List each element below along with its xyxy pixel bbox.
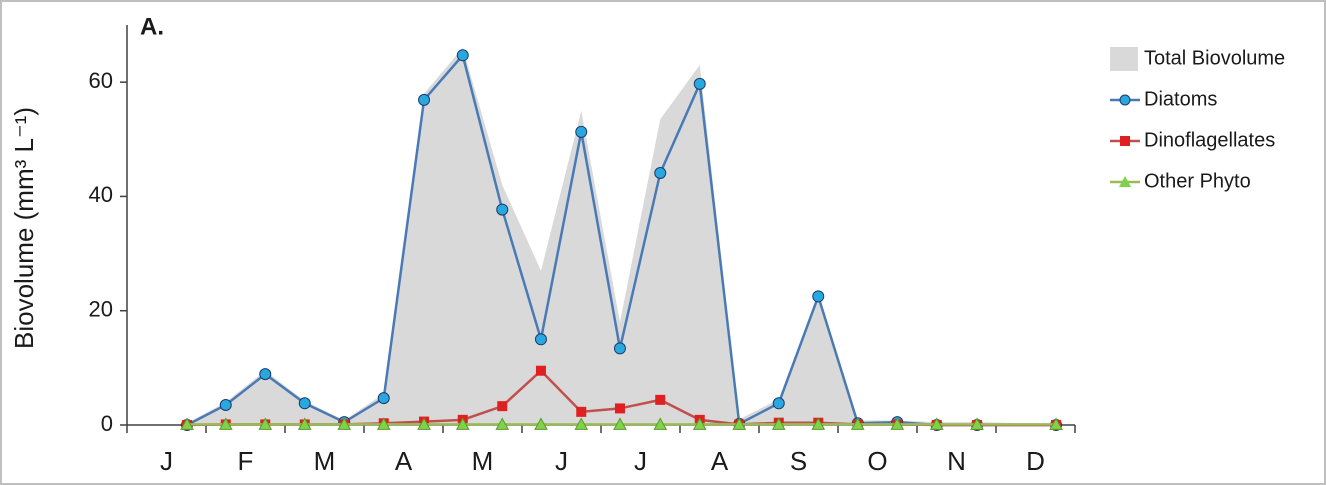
y-tick-label: 60 <box>89 68 113 93</box>
marker <box>613 342 626 355</box>
legend-label: Total Biovolume <box>1144 47 1285 69</box>
legend-label: Diatoms <box>1144 88 1217 110</box>
marker <box>655 394 666 405</box>
marker <box>614 403 625 414</box>
y-tick-label: 0 <box>101 411 113 436</box>
marker <box>337 417 352 430</box>
y-tick-label: 20 <box>89 297 113 322</box>
marker <box>218 417 233 430</box>
y-tick-label: 40 <box>89 182 113 207</box>
x-tick-label: J <box>555 446 568 476</box>
marker <box>575 125 588 138</box>
marker <box>653 417 668 430</box>
marker <box>850 417 865 430</box>
panel-label: A. <box>140 13 164 40</box>
marker <box>297 417 312 430</box>
marker <box>574 417 589 430</box>
marker <box>259 368 272 381</box>
marker <box>732 417 747 430</box>
marker <box>418 93 431 106</box>
marker <box>534 417 548 430</box>
legend-label: Other Phyto <box>1144 170 1251 192</box>
marker <box>692 417 707 430</box>
x-tick-label: A <box>395 446 413 476</box>
marker <box>654 167 667 179</box>
x-tick-label: A <box>711 446 729 476</box>
marker <box>417 417 431 430</box>
legend-swatch <box>1110 47 1138 71</box>
marker <box>376 417 391 430</box>
x-tick-label: D <box>1026 446 1045 476</box>
marker <box>771 417 786 430</box>
marker <box>497 401 508 412</box>
marker <box>456 49 469 62</box>
legend-label: Dinoflagellates <box>1144 129 1275 151</box>
marker <box>970 417 984 430</box>
marker <box>890 417 905 430</box>
area <box>187 47 1057 425</box>
marker <box>576 406 587 417</box>
marker <box>812 290 825 303</box>
y-axis-label: Biovolume (mm³ L⁻¹) <box>9 107 39 349</box>
marker <box>495 417 510 430</box>
legend-marker <box>1119 176 1131 187</box>
x-tick-label: M <box>472 446 494 476</box>
marker <box>693 77 706 90</box>
marker <box>180 417 194 430</box>
x-tick-label: S <box>790 446 807 476</box>
legend-marker <box>1119 94 1131 106</box>
marker <box>535 365 546 376</box>
marker <box>258 417 273 430</box>
legend-marker <box>1120 136 1130 146</box>
marker <box>496 203 509 216</box>
line <box>186 52 1057 427</box>
marker <box>811 417 826 430</box>
marker <box>219 399 232 411</box>
x-tick-label: M <box>314 446 336 476</box>
marker <box>298 397 311 410</box>
x-tick-label: F <box>238 446 254 476</box>
marker <box>534 333 547 346</box>
x-tick-label: J <box>634 446 647 476</box>
x-tick-label: O <box>867 446 887 476</box>
marker <box>613 417 627 430</box>
marker <box>377 392 390 405</box>
x-tick-label: N <box>947 446 966 476</box>
marker <box>1049 417 1063 430</box>
marker <box>455 417 470 430</box>
marker <box>929 417 944 430</box>
marker <box>772 397 785 410</box>
x-tick-label: J <box>160 446 173 476</box>
